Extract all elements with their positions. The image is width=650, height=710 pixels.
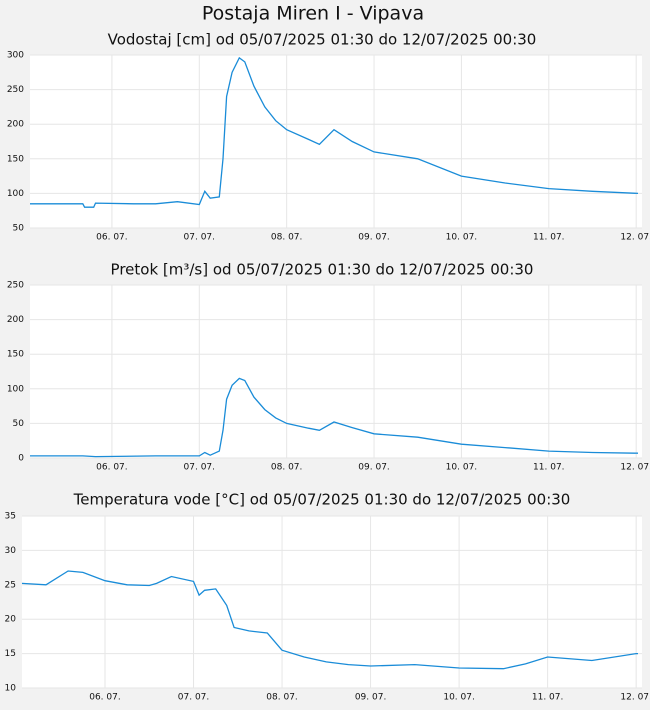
x-tick-label: 10. 07. [446, 463, 478, 473]
y-tick-label: 50 [13, 419, 25, 429]
y-tick-label: 35 [5, 512, 16, 522]
x-tick-label: 07. 07. [184, 233, 216, 243]
x-tick-label: 06. 07. [96, 463, 128, 473]
y-tick-label: 250 [7, 281, 24, 291]
y-tick-label: 200 [7, 120, 24, 130]
y-tick-label: 100 [7, 384, 24, 394]
chart-title: Temperatura vode [°C] od 05/07/2025 01:3… [73, 491, 571, 509]
y-tick-label: 0 [18, 454, 24, 464]
y-tick-label: 30 [5, 546, 17, 556]
plot-area [30, 55, 642, 228]
x-tick-label: 07. 07. [178, 693, 210, 703]
data-line [30, 56, 639, 208]
data-line [21, 570, 638, 670]
x-tick-label: 09. 07. [358, 233, 390, 243]
page-title: Postaja Miren I - Vipava [202, 3, 424, 25]
chart-title: Vodostaj [cm] od 05/07/2025 01:30 do 12/… [108, 31, 537, 49]
y-tick-label: 150 [7, 350, 24, 360]
y-tick-label: 20 [5, 615, 17, 625]
y-tick-label: 300 [7, 51, 24, 61]
x-tick-label: 09. 07. [355, 693, 387, 703]
plot-area [30, 285, 642, 458]
x-tick-label: 06. 07. [96, 233, 128, 243]
y-tick-label: 25 [5, 580, 16, 590]
x-tick-label: 07. 07. [184, 463, 216, 473]
x-tick-label: 11. 07. [532, 693, 564, 703]
x-tick-label: 12. 07. [620, 693, 650, 703]
x-tick-label: 09. 07. [358, 463, 390, 473]
x-tick-label: 08. 07. [271, 463, 303, 473]
x-tick-label: 10. 07. [443, 693, 475, 703]
x-tick-label: 08. 07. [266, 693, 298, 703]
y-tick-label: 50 [13, 224, 25, 234]
y-tick-label: 250 [7, 85, 24, 95]
x-tick-label: 11. 07. [533, 463, 565, 473]
data-line [30, 377, 639, 458]
chart-title: Pretok [m³/s] od 05/07/2025 01:30 do 12/… [111, 261, 534, 279]
x-tick-label: 06. 07. [89, 693, 121, 703]
x-tick-label: 12. 07. [620, 463, 650, 473]
y-tick-label: 10 [5, 684, 17, 694]
x-tick-label: 08. 07. [271, 233, 303, 243]
y-tick-label: 150 [7, 154, 24, 164]
y-tick-label: 100 [7, 189, 24, 199]
x-tick-label: 10. 07. [446, 233, 478, 243]
y-tick-label: 200 [7, 315, 24, 325]
x-tick-label: 12. 07. [620, 233, 650, 243]
x-tick-label: 11. 07. [533, 233, 565, 243]
y-tick-label: 15 [5, 649, 16, 659]
